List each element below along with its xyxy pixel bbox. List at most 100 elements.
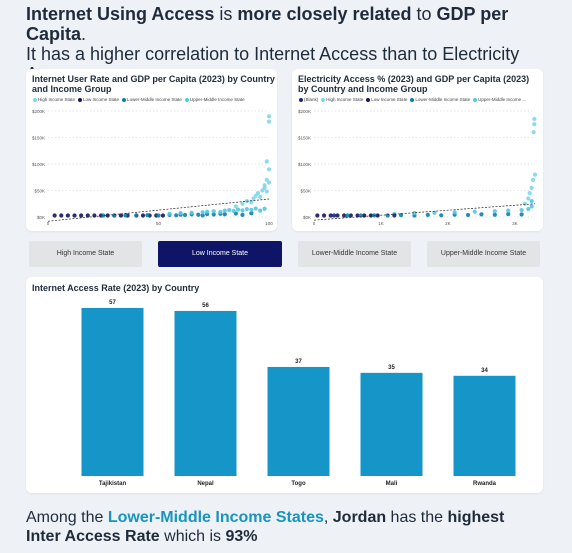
scatter-point [519, 212, 524, 217]
income-state-slicer: High Income State Low Income State Lower… [29, 241, 540, 267]
scatter-point [532, 122, 537, 127]
scatter-point [526, 196, 531, 201]
headline-part: Internet Using Access [26, 4, 215, 24]
chart-title-line: Internet User Rate and GDP per Capita (2… [32, 74, 275, 84]
bar [453, 375, 516, 476]
scatter-point [465, 212, 471, 218]
scatter-point [519, 208, 524, 213]
scatter-point [345, 213, 350, 218]
scatter-point [355, 213, 360, 218]
legend-label: Low Income State [83, 97, 120, 102]
trend-line [313, 203, 536, 221]
scatter-point [240, 208, 245, 213]
scatter-point [200, 213, 205, 218]
scatter-point [231, 208, 236, 214]
scatter-point [529, 204, 534, 209]
scatter-point [92, 213, 97, 218]
bar-category-label: Togo [291, 481, 306, 487]
scatter-point [140, 213, 146, 218]
scatter-chart-electricity: $0K $50K $100K $150K $200K 0 1K 2K 3K [298, 109, 538, 226]
bar-category-label: Tajikistan [99, 481, 127, 487]
scatter-point [249, 211, 254, 216]
scatter-legend: (Blank) High Income State Low Income State… [296, 97, 526, 102]
legend-label: (Blank) [304, 97, 319, 102]
scatter-point [227, 208, 232, 213]
scatter-point [244, 206, 249, 212]
scatter-point [79, 213, 84, 218]
scatter-point [527, 191, 532, 196]
scatter-point [174, 213, 179, 218]
scatter-point [529, 185, 534, 190]
bar-chart-card: Internet Access Rate (2023) by Country 5… [26, 277, 543, 493]
scatter-point [315, 213, 320, 218]
y-tick-label: $50K [300, 189, 311, 194]
tab-upper-middle-income[interactable]: Upper-Middle Income State [427, 241, 540, 267]
trend-line [47, 198, 270, 222]
legend-marker [184, 97, 189, 102]
scatter-point [123, 213, 128, 218]
headline-part: GDP per Capita [26, 4, 509, 44]
scatter-point [531, 130, 536, 135]
scatter-title-electricity: Electricity Access % (2023) and GDP per … [298, 74, 529, 94]
legend-label: Upper-Middle Income ... [478, 97, 527, 102]
chart-title-line: and Income Group [32, 84, 112, 94]
scatter-point [335, 213, 340, 218]
bar-value-label: 35 [388, 365, 395, 371]
scatter-point [412, 210, 417, 216]
scatter-point [222, 212, 227, 217]
bar [81, 308, 144, 476]
scatter-card-internet: Internet User Rate and GDP per Capita (2… [26, 69, 277, 231]
scatter-point [331, 213, 337, 218]
scatter-point [167, 211, 172, 216]
legend-label: High Income State [326, 97, 364, 102]
scatter-point [262, 183, 267, 188]
bar-value-label: 37 [295, 359, 302, 365]
scatter-point [235, 207, 241, 212]
tab-low-income[interactable]: Low Income State [158, 241, 282, 267]
scatter-point [266, 180, 272, 185]
scatter-point [532, 116, 537, 122]
bar-value-label: 56 [202, 303, 209, 309]
scatter-point [432, 210, 437, 215]
scatter-point [258, 208, 263, 213]
scatter-point [134, 213, 139, 218]
scatter-point [218, 209, 223, 215]
y-tick-label: $100K [32, 162, 45, 167]
legend-marker [33, 97, 37, 102]
scatter-chart-internet: $0K $50K $100K $150K $200K 0 50 100 [32, 109, 273, 226]
chart-title-line: by Country and Income Group [298, 84, 428, 94]
scatter-point [211, 212, 216, 217]
footer-part: which is [159, 528, 226, 545]
scatter-point [452, 210, 457, 215]
scatter-point [492, 209, 497, 214]
scatter-point [348, 213, 353, 218]
scatter-point [200, 210, 205, 215]
legend-label: Low Income State [371, 97, 408, 102]
y-tick-label: $150K [32, 136, 45, 141]
y-tick-label: $50K [34, 189, 45, 194]
scatter-point [211, 209, 216, 214]
scatter-point [59, 213, 64, 218]
legend-label: Lower-Middle Income State [127, 97, 182, 102]
legend-marker [122, 97, 127, 102]
scatter-point [85, 213, 90, 218]
bar-category-label: Mali [386, 481, 398, 487]
scatter-title-internet: Internet User Rate and GDP per Capita (2… [32, 74, 275, 94]
scatter-point [253, 206, 258, 211]
legend-marker [321, 97, 326, 102]
footer-insight: Among the Lower-Middle Income States, Jo… [26, 508, 556, 546]
tab-lower-middle-income[interactable]: Lower-Middle Income State [298, 241, 411, 267]
scatter-point [266, 167, 272, 172]
tab-high-income[interactable]: High Income State [29, 241, 142, 267]
scatter-point [178, 210, 183, 216]
footer-part: 93% [225, 528, 258, 545]
legend-marker [78, 97, 83, 102]
headline-part: more closely related [237, 4, 412, 24]
scatter-point [266, 119, 272, 124]
scatter-point [264, 159, 269, 164]
scatter-point [264, 189, 269, 194]
footer-part: highest [447, 509, 505, 526]
scatter-point [262, 206, 267, 211]
scatter-point [222, 208, 227, 213]
scatter-point [385, 213, 390, 218]
